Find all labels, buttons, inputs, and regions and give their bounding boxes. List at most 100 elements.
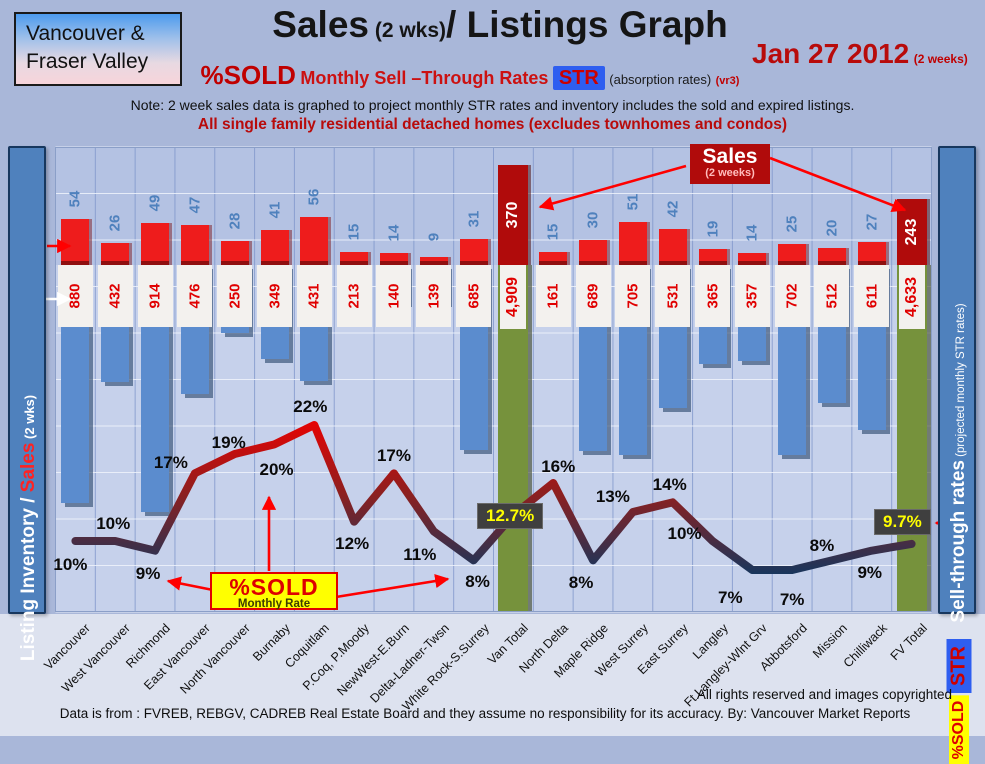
inventory-band-tile bbox=[97, 265, 133, 327]
sales-bar bbox=[61, 219, 90, 265]
title-small-text: (2 wks) bbox=[374, 19, 447, 42]
sales-bar bbox=[658, 229, 687, 265]
inventory-band-tile bbox=[774, 265, 810, 327]
note-line: Note: 2 week sales data is graphed to pr… bbox=[130, 97, 855, 113]
region-line1: Vancouver & bbox=[26, 22, 145, 45]
rate-label: 20% bbox=[259, 460, 294, 480]
inventory-band-tile bbox=[615, 265, 651, 327]
inventory-band-tile bbox=[575, 265, 611, 327]
report-date: Jan 27 2012 (2 weeks) bbox=[752, 38, 968, 70]
total-sales-bar bbox=[498, 165, 529, 265]
pctsold-badge-line2: Monthly Rate bbox=[237, 598, 311, 610]
rate-label: 16% bbox=[541, 456, 576, 476]
rights-text: All rights reserved and images copyright… bbox=[696, 687, 952, 702]
inventory-band-tile bbox=[177, 265, 213, 327]
subtitle-pctsold: %SOLD bbox=[200, 60, 296, 90]
right-axis-part2: (projected monthly STR rates) bbox=[955, 303, 967, 461]
subtitle: %SOLD Monthly Sell –Through Rates STR (a… bbox=[0, 60, 940, 91]
right-axis-part1: Sell-through rates bbox=[948, 460, 969, 623]
inventory-band-tile bbox=[296, 265, 332, 327]
rate-label: 12% bbox=[335, 533, 370, 553]
pctsold-annotation-badge: %SOLD Monthly Rate bbox=[210, 572, 338, 610]
left-axis-part3: (2 wks) bbox=[22, 394, 37, 443]
rate-label: 22% bbox=[293, 396, 328, 416]
sales-bar bbox=[180, 225, 209, 265]
rate-label: 17% bbox=[376, 446, 411, 466]
inventory-band-tile bbox=[854, 265, 890, 327]
scope-line: All single family residential detached h… bbox=[197, 116, 788, 133]
sales-annotation-badge: Sales (2 weeks) bbox=[690, 144, 770, 184]
rate-label: 9% bbox=[135, 563, 161, 583]
title-part1: Sales bbox=[272, 4, 369, 45]
sales-bar bbox=[857, 242, 886, 265]
rate-label: 7% bbox=[718, 588, 743, 607]
sales-bar bbox=[579, 239, 608, 265]
rate-label: 19% bbox=[211, 432, 246, 452]
inventory-band-tile bbox=[336, 265, 372, 327]
date-suffix: (2 weeks) bbox=[913, 52, 968, 66]
left-axis-panel: Listing Inventory / Sales (2 wks) bbox=[8, 146, 46, 661]
rate-label: 11% bbox=[403, 545, 437, 565]
rate-label: 8% bbox=[568, 573, 594, 593]
rate-label: 17% bbox=[153, 453, 188, 473]
left-axis-part1: Listing Inventory / bbox=[18, 492, 39, 662]
bottom-strip bbox=[0, 614, 985, 736]
subtitle-version: (vr3) bbox=[715, 75, 740, 87]
sales-bar bbox=[101, 242, 130, 265]
left-axis-part2: Sales bbox=[18, 442, 39, 493]
inventory-band-tile bbox=[814, 265, 850, 327]
inventory-band-tile bbox=[535, 265, 571, 327]
right-axis-panel: Sell-through rates (projected monthly ST… bbox=[938, 146, 976, 764]
sales-bar bbox=[220, 241, 249, 265]
inventory-band-tile bbox=[695, 265, 730, 327]
str-badge: STR bbox=[552, 66, 605, 90]
sales-bar bbox=[419, 257, 448, 265]
rate-label: 14% bbox=[652, 475, 687, 495]
inventory-band-tile bbox=[456, 265, 492, 327]
inventory-band-tile bbox=[416, 265, 452, 327]
sales-badge-line2: (2 weeks) bbox=[705, 167, 755, 180]
sales-listings-graph: Vancouver & Fraser Valley Sales (2 wks)/… bbox=[0, 4, 985, 764]
str-legend-badge: STR bbox=[946, 639, 972, 693]
inventory-band-tile bbox=[500, 265, 527, 329]
inventory-band-tile bbox=[257, 265, 292, 327]
rate-label: 9% bbox=[857, 562, 883, 582]
region-box: Vancouver & Fraser Valley bbox=[14, 12, 182, 86]
rate-label: 10% bbox=[96, 513, 131, 533]
date-main: Jan 27 2012 bbox=[752, 38, 910, 69]
left-axis-label: Listing Inventory / Sales (2 wks) bbox=[18, 395, 40, 661]
fv-total-rate-box: 9.7% bbox=[874, 509, 931, 535]
right-axis-label: Sell-through rates (projected monthly ST… bbox=[948, 303, 970, 622]
rate-label: 8% bbox=[809, 536, 835, 556]
sales-bar bbox=[459, 238, 488, 265]
sales-bar bbox=[260, 230, 289, 265]
source-text: Data is from : FVREB, REBGV, CADREB Real… bbox=[59, 706, 911, 721]
inventory-band-tile bbox=[898, 265, 925, 329]
region-line2: Fraser Valley bbox=[26, 50, 149, 74]
sales-bar bbox=[340, 252, 369, 265]
subtitle-rates: Monthly Sell –Through Rates bbox=[300, 68, 549, 88]
sales-bar bbox=[379, 253, 408, 265]
sales-bar bbox=[300, 217, 329, 265]
rate-label: 13% bbox=[595, 486, 630, 506]
sales-bar bbox=[778, 243, 807, 265]
sales-bar bbox=[141, 223, 170, 265]
page-title: Sales (2 wks)/ Listings Graph bbox=[215, 4, 785, 46]
rate-label: 8% bbox=[465, 572, 490, 592]
inventory-band-tile bbox=[217, 265, 253, 327]
sales-bar bbox=[698, 248, 727, 265]
inventory-band-tile bbox=[137, 265, 173, 327]
rate-label: 7% bbox=[779, 590, 805, 609]
inventory-band-tile bbox=[734, 265, 770, 327]
sales-bar bbox=[539, 252, 568, 265]
plot-frame bbox=[55, 147, 932, 612]
inventory-band-tile bbox=[655, 265, 691, 327]
pctsold-badge-line1: %SOLD bbox=[229, 574, 319, 600]
van-total-rate-box: 12.7% bbox=[477, 503, 544, 529]
subtitle-absorption: (absorption rates) bbox=[609, 72, 712, 87]
sales-bar bbox=[618, 221, 647, 265]
rate-label: 10% bbox=[667, 523, 702, 543]
title-part2: / Listings Graph bbox=[446, 4, 728, 45]
sales-badge-line1: Sales bbox=[702, 145, 758, 168]
sales-bar bbox=[817, 248, 846, 265]
